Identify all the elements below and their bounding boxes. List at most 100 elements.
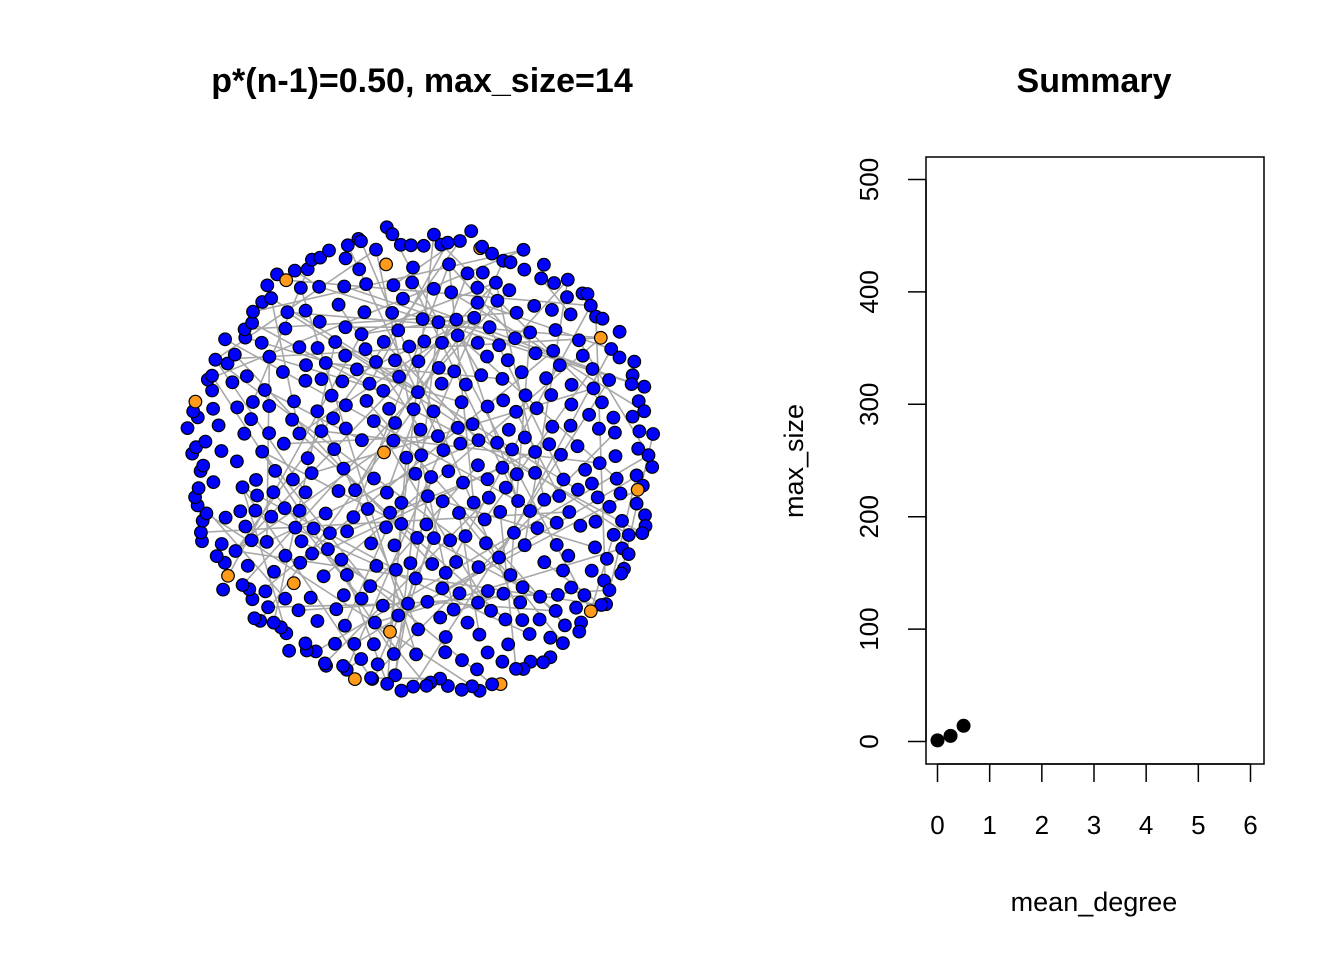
network-node [564, 397, 579, 412]
network-node [435, 581, 450, 596]
network-node [511, 494, 525, 508]
network-node [542, 437, 557, 452]
network-node [573, 518, 588, 533]
network-node [288, 520, 303, 535]
network-node [580, 287, 595, 301]
network-node [438, 645, 453, 660]
network-node [380, 485, 394, 500]
network-node [453, 436, 468, 451]
network-node [621, 547, 636, 561]
network-node [556, 563, 570, 578]
network-node [509, 305, 524, 320]
network-node [475, 239, 490, 254]
x-axis-label: mean_degree [1011, 887, 1178, 917]
network-node [388, 353, 402, 368]
network-node [588, 514, 603, 529]
network-node [577, 588, 592, 603]
network-node [298, 303, 313, 318]
network-node [475, 265, 490, 280]
network-node [305, 546, 320, 561]
network-node [471, 433, 486, 448]
network-node [389, 562, 403, 577]
network-node [456, 475, 470, 490]
network-node [354, 327, 369, 342]
network-node [547, 276, 561, 290]
network-node [316, 569, 331, 584]
network-edge [477, 301, 612, 350]
network-node [440, 235, 455, 250]
network-node [470, 295, 485, 310]
network-node [264, 291, 279, 306]
network-node [363, 579, 378, 593]
network-node [593, 330, 608, 345]
network-node [414, 448, 429, 463]
network-node [458, 377, 473, 392]
network-node [615, 514, 629, 528]
network-node [368, 615, 382, 630]
network-node [517, 262, 532, 277]
network-node [278, 591, 293, 606]
network-node [467, 310, 482, 325]
network-node [402, 339, 417, 354]
network-node [260, 278, 275, 293]
network-node [501, 637, 516, 652]
network-edge [402, 297, 593, 370]
network-node [406, 402, 421, 417]
network-edge [605, 475, 638, 605]
network-node [606, 410, 621, 425]
network-node [480, 472, 495, 487]
network-node [391, 608, 406, 623]
network-node [564, 580, 579, 595]
network-node [310, 404, 325, 419]
network-node [645, 460, 660, 474]
network-node [447, 364, 462, 379]
network-node [199, 506, 214, 521]
network-node [613, 486, 628, 501]
network-node [625, 409, 640, 424]
network-node [392, 369, 407, 384]
network-node [334, 552, 349, 567]
network-node [609, 471, 624, 486]
network-node [354, 652, 369, 666]
network-node [454, 682, 469, 697]
network-node [261, 600, 276, 615]
network-node [409, 647, 424, 662]
network-node [314, 372, 329, 387]
network-node [627, 354, 642, 369]
network-node [180, 421, 195, 436]
network-node [523, 504, 537, 518]
network-node [621, 528, 636, 542]
network-node [285, 412, 300, 427]
network-node [300, 451, 315, 466]
network-node [641, 448, 656, 463]
network-node [399, 450, 414, 465]
network-node [318, 656, 332, 671]
network-node [495, 654, 510, 669]
network-node [278, 548, 293, 563]
x-tick-label: 3 [1087, 810, 1101, 840]
network-node [257, 383, 272, 397]
network-node [572, 333, 586, 348]
network-node [583, 298, 598, 313]
network-node [624, 377, 639, 392]
network-node [431, 429, 445, 444]
network-node [352, 262, 367, 277]
network-node [420, 489, 435, 504]
network-node [449, 555, 464, 569]
network-node [293, 281, 308, 295]
scatter-points [930, 718, 971, 748]
network-node [376, 384, 391, 398]
network-node [545, 419, 560, 434]
network-node [564, 377, 579, 392]
network-node [534, 271, 549, 286]
network-node [572, 624, 587, 639]
network-node [208, 352, 223, 367]
network-node [530, 521, 545, 535]
network-node [386, 278, 401, 293]
network-node [505, 442, 519, 457]
network-node [387, 538, 402, 553]
y-tick-label: 500 [854, 158, 884, 201]
network-node [327, 442, 342, 457]
network-node [435, 335, 449, 350]
